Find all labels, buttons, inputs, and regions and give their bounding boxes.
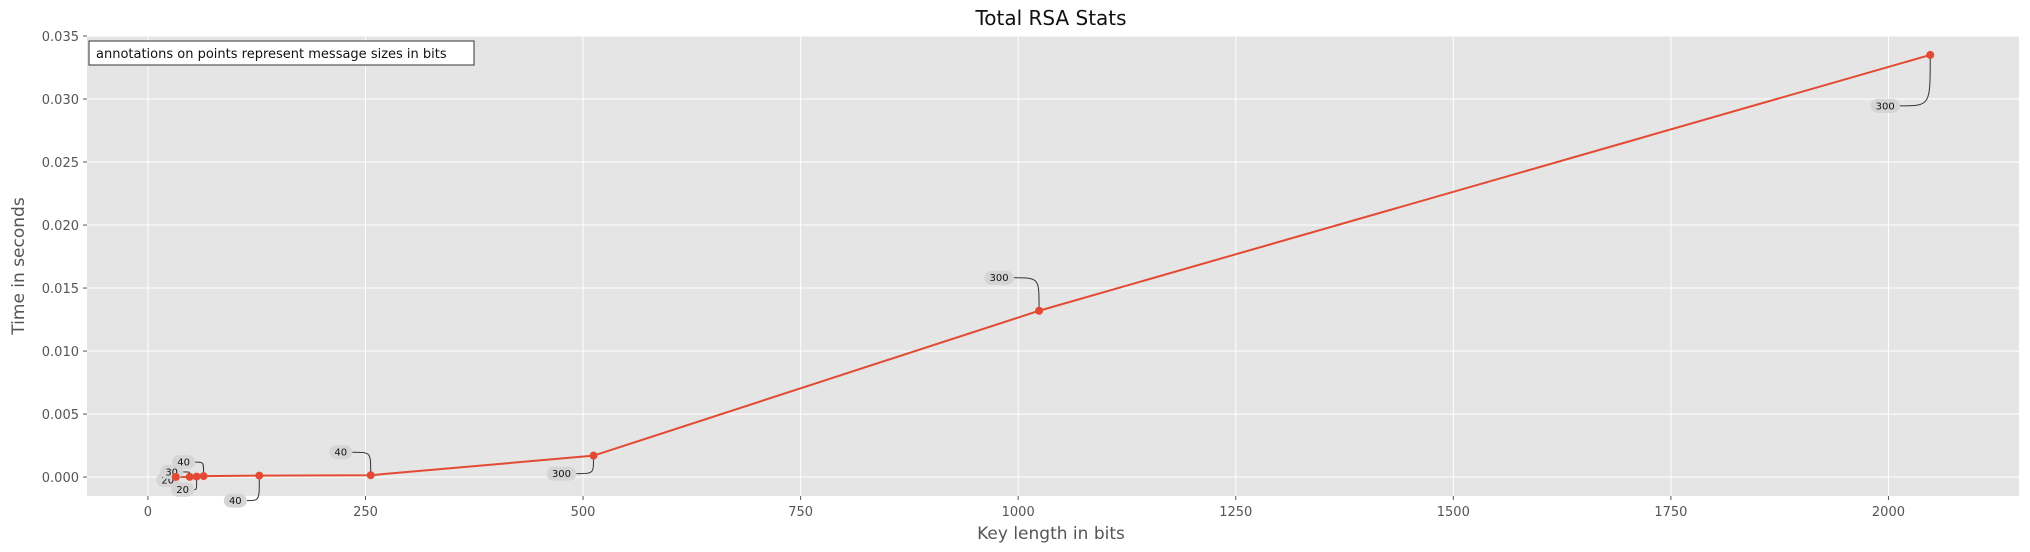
annotation-note: annotations on points represent message … (96, 47, 447, 62)
y-tick-label: 0.030 (42, 93, 79, 108)
x-axis-title: Key length in bits (977, 524, 1125, 544)
grid (87, 35, 2019, 496)
data-point (1926, 50, 1935, 59)
annotation-label: 40 (334, 448, 347, 459)
y-tick-label: 0.020 (42, 219, 79, 234)
annotation-label: 300 (1876, 101, 1895, 112)
y-tick-label: 0.005 (42, 408, 79, 423)
annotation-label-bg (223, 493, 247, 508)
annotation-label: 300 (552, 469, 571, 480)
annotation-arrow (1899, 57, 1931, 107)
data-point (589, 451, 598, 460)
x-tick-label: 0 (144, 505, 152, 520)
annotation-label: 300 (990, 273, 1009, 284)
y-axis-ticks: 0.000 0.005 0.010 0.015 0.020 0.025 0.030 0.035 (42, 30, 87, 486)
annotation-arrow (576, 458, 594, 475)
x-tick-label: 500 (571, 505, 596, 520)
annotation-label-bg (546, 466, 577, 481)
data-point (1035, 306, 1044, 315)
x-tick-label: 1500 (1437, 505, 1470, 520)
annotation-label-bg (171, 482, 195, 497)
y-tick-label: 0.035 (42, 30, 79, 45)
annotation-arrow (194, 479, 198, 491)
x-tick-label: 1750 (1654, 505, 1687, 520)
data-point (185, 472, 194, 481)
x-tick-label: 1250 (1219, 505, 1252, 520)
annotation-arrow (246, 478, 260, 502)
annotation-arrow (195, 461, 205, 474)
annotation-label-bg (172, 455, 196, 470)
y-tick-label: 0.000 (42, 471, 79, 486)
data-points (171, 50, 1935, 481)
x-axis-ticks: 0 250 500 750 1000 1250 1500 1750 2000 (144, 496, 1905, 520)
annotation-label-bg (984, 270, 1014, 285)
y-tick-label: 0.025 (42, 156, 79, 171)
y-axis-title: Time in seconds (9, 197, 29, 336)
y-tick-label: 0.015 (42, 282, 79, 297)
plot-area (87, 36, 2019, 496)
annotation-label: 40 (177, 458, 190, 469)
data-point (366, 471, 375, 480)
annotation-label: 20 (161, 475, 174, 486)
x-tick-label: 1000 (1002, 505, 1035, 520)
x-tick-label: 2000 (1872, 505, 1905, 520)
x-tick-label: 250 (353, 505, 378, 520)
annotation-label-bg (1870, 98, 1900, 113)
annotation-label-bg (329, 445, 353, 460)
data-point (255, 471, 264, 480)
y-tick-label: 0.010 (42, 345, 79, 360)
x-tick-label: 750 (788, 505, 813, 520)
annotation-arrow (1013, 277, 1040, 308)
chart-title: Total RSA Stats (974, 6, 1126, 30)
data-point (171, 472, 180, 481)
annotation-label: 40 (229, 496, 242, 507)
annotation-label: 20 (176, 485, 189, 496)
data-point (192, 472, 201, 481)
annotation-arrow (352, 451, 372, 473)
annotation-note-box: annotations on points represent message … (88, 40, 475, 66)
annotation-label: 30 (165, 467, 178, 478)
data-point (199, 472, 208, 481)
